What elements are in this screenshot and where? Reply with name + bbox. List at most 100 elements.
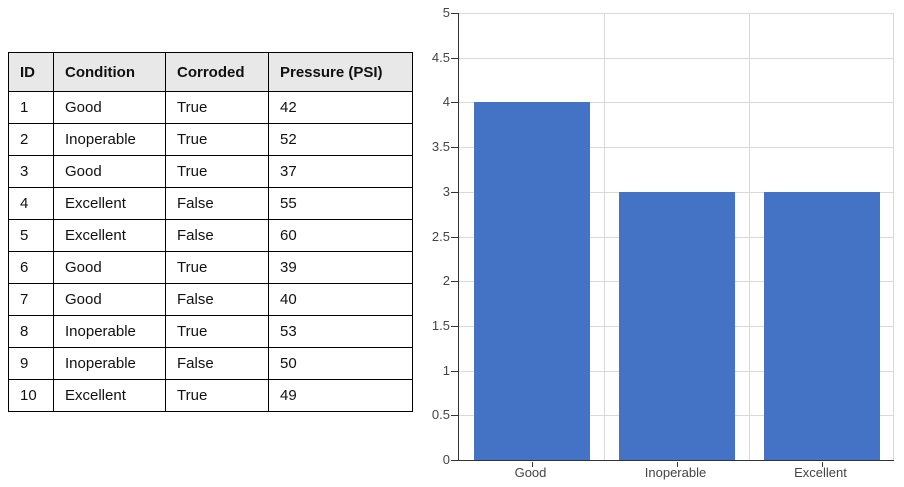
table-cell: True [165,91,269,124]
y-axis-tick-label: 3.5 [431,139,450,155]
table-row: 5 Excellent False 60 [8,219,413,252]
table-cell: 53 [268,315,413,348]
table-row: 2 Inoperable True 52 [8,123,413,156]
table-cell: 5 [8,219,54,252]
gridline-horizontal [459,102,894,104]
x-axis-labels: Good Inoperable Excellent [458,466,893,482]
table-cell: 49 [268,379,413,412]
y-axis-tick [451,147,459,149]
table-cell: Excellent [53,379,166,412]
x-axis-tick [676,462,678,467]
y-axis-tick-label: 2 [442,273,450,289]
table-row: 7 Good False 40 [8,283,413,316]
y-axis-tick [451,57,459,59]
table-cell: 8 [8,315,54,348]
y-axis-tick [451,236,459,238]
x-axis-tick [531,462,533,467]
pipes-data-table[interactable]: ID Condition Corroded Pressure (PSI) 1 Good T… [8,52,413,412]
table-cell: 2 [8,123,54,156]
chart-plot-area [451,13,894,467]
table-head: ID Condition Corroded Pressure (PSI) [8,52,413,92]
table-row: 6 Good True 39 [8,251,413,284]
table-cell: 60 [268,219,413,252]
gridline-vertical [893,13,894,460]
table-cell: Inoperable [53,315,166,348]
gridline-vertical [749,13,750,460]
table-cell: 37 [268,155,413,188]
table-cell: 10 [8,379,54,412]
gridline-horizontal [459,57,894,59]
table-cell: 3 [8,155,54,188]
y-axis-tick [451,370,459,372]
table-cell: 55 [268,187,413,220]
table-header-row: ID Condition Corroded Pressure (PSI) [8,52,413,92]
table-cell: False [165,283,269,316]
table-row: 1 Good True 42 [8,91,413,124]
table-cell: 52 [268,123,413,156]
table-cell: 50 [268,347,413,380]
x-axis-category-label: Inoperable [644,465,707,480]
y-axis-tick-label: 1.5 [431,317,450,333]
table-cell: True [165,123,269,156]
table-row: 3 Good True 37 [8,155,413,188]
table-row: 4 Excellent False 55 [8,187,413,220]
x-axis-category-label: Excellent [794,465,847,480]
table-cell: Inoperable [53,123,166,156]
y-axis-tick-label: 3 [442,183,450,199]
table-cell: Good [53,283,166,316]
table-cell: 7 [8,283,54,316]
table-cell: False [165,187,269,220]
y-axis-labels: 0 0.5 1 1.5 2 2.5 3 3.5 4 4.5 5 [404,5,450,467]
table-cell: Good [53,155,166,188]
table-cell: Inoperable [53,347,166,380]
column-header: Condition [53,52,166,92]
gridline-vertical [604,13,605,460]
table-cell: 42 [268,91,413,124]
table-cell: 4 [8,187,54,220]
table-cell: 1 [8,91,54,124]
y-axis-tick-label: 2.5 [431,228,450,244]
y-axis-tick [451,191,459,193]
gridline-horizontal [459,147,894,149]
table-cell: 6 [8,251,54,284]
column-header: ID [8,52,54,92]
table-cell: True [165,315,269,348]
bar-excellent [763,191,880,460]
bar-good [473,102,590,460]
table-cell: Excellent [53,219,166,252]
table-row: 9 Inoperable False 50 [8,347,413,380]
y-axis-tick-label: 4 [442,94,450,110]
y-axis-tick [451,281,459,283]
x-axis-tick [821,462,823,467]
y-axis-tick [451,325,459,327]
bar-inoperable [618,191,735,460]
table-cell: 39 [268,251,413,284]
column-header: Pressure (PSI) [268,52,413,92]
y-axis-tick-label: 1 [442,362,450,378]
table-cell: Good [53,251,166,284]
table-cell: True [165,251,269,284]
table-cell: True [165,155,269,188]
y-axis-tick [451,102,459,104]
table-cell: 9 [8,347,54,380]
table-body: 1 Good True 42 2 Inoperable True 52 3 Good True 37 4… [8,91,413,412]
table-cell: False [165,347,269,380]
x-axis-category-label: Good [514,465,547,480]
column-header: Corroded [165,52,269,92]
table-cell: Excellent [53,187,166,220]
y-axis-tick-label: 5 [442,5,450,20]
y-axis-tick [451,460,459,461]
table-row: 10 Excellent True 49 [8,379,413,412]
table-cell: 40 [268,283,413,316]
y-axis-tick [451,13,459,14]
table-cell: Good [53,91,166,124]
table-cell: False [165,219,269,252]
y-axis-tick-label: 0.5 [431,407,450,423]
table-row: 8 Inoperable True 53 [8,315,413,348]
y-axis-tick-label: 0 [442,452,450,467]
y-axis-tick [451,415,459,417]
table-cell: True [165,379,269,412]
y-axis-tick-label: 4.5 [431,49,450,65]
gridline-horizontal [459,13,894,14]
